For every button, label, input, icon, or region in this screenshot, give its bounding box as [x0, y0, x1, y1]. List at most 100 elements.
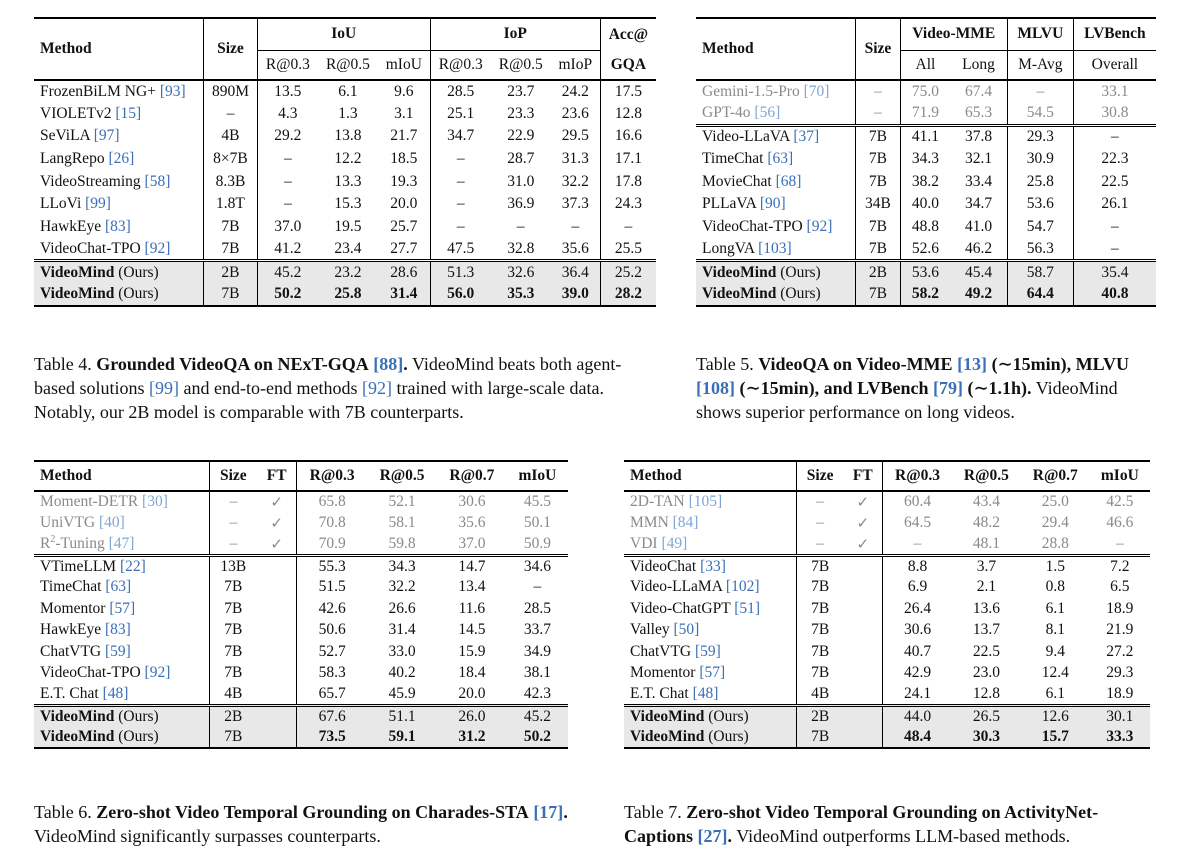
method-cell: TimeChat [63]: [34, 576, 210, 599]
citation-link[interactable]: [30]: [142, 493, 168, 511]
citation-link[interactable]: [15]: [115, 104, 142, 122]
col-method: Method: [624, 461, 797, 491]
citation-link[interactable]: [70]: [803, 82, 830, 100]
value-cell: 33.0: [388, 642, 416, 660]
value-cell: 17.1: [614, 150, 642, 168]
citation-link[interactable]: [50]: [673, 621, 700, 639]
table-row: Moment-DETR [30] – ✓ 65.8 52.1 30.6 45.5: [34, 491, 568, 513]
method-name: E.T. Chat: [40, 684, 99, 702]
citation-link[interactable]: [58]: [144, 172, 171, 190]
value-cell: 11.6: [458, 599, 486, 617]
method-suffix: (Ours): [780, 263, 821, 281]
ours-row: VideoMind (Ours) 7B 73.5 59.1 31.2 50.2: [34, 726, 568, 749]
citation-link[interactable]: [103]: [758, 239, 792, 257]
table-row: E.T. Chat [48] 4B 24.1 12.8 6.1 18.9: [624, 683, 1150, 706]
citation-link[interactable]: [57]: [699, 664, 726, 682]
citation-link[interactable]: [22]: [119, 557, 146, 575]
citation-link[interactable]: [97]: [93, 127, 120, 145]
value-cell: 23.0: [972, 664, 1000, 682]
ft-check-icon: [257, 576, 298, 599]
table-5-grid: Method Size Video-MME MLVU LVBench All L…: [696, 17, 1156, 307]
citation-link[interactable]: [83]: [105, 621, 131, 639]
value-cell: 30.1: [1089, 705, 1150, 727]
method-name: VIOLETv2: [40, 104, 112, 122]
method-name: TimeChat: [40, 578, 102, 596]
citation-link[interactable]: [56]: [754, 104, 781, 122]
ft-check-icon: [843, 598, 884, 620]
col-overall: Overall: [1091, 55, 1139, 73]
method-cell: GPT-4o [56]: [696, 102, 857, 126]
value-cell: 8.8: [907, 557, 928, 575]
citation-link[interactable]: [92]: [806, 217, 833, 235]
citation-link[interactable]: [63]: [105, 578, 132, 596]
value-cell: 64.5: [903, 514, 932, 532]
value-cell: 14.5: [458, 621, 486, 639]
value-cell: –: [456, 172, 465, 190]
value-cell: 24.1: [903, 684, 932, 702]
value-cell: 41.1: [911, 128, 939, 146]
table-4-grid: Method Size IoU IoP Acc@ R@0.3 R@0.5 mIo…: [34, 17, 656, 307]
method-cell: VDI [49]: [624, 533, 797, 556]
value-cell: 25.8: [317, 283, 378, 306]
citation-link[interactable]: [90]: [759, 195, 786, 213]
citation-link[interactable]: [93]: [159, 82, 186, 100]
method-name: 2D-TAN: [630, 493, 685, 511]
value-cell: –: [283, 195, 292, 213]
col-method: Method: [696, 18, 857, 80]
citation-link[interactable]: [99]: [85, 195, 111, 213]
size-cell: –: [816, 514, 824, 532]
ft-check-icon: ✓: [843, 533, 884, 556]
method-name: FrozenBiLM NG+: [40, 82, 156, 100]
citation-link[interactable]: [102]: [725, 578, 760, 596]
method-cell: VideoChat-TPO [92]: [34, 238, 205, 261]
citation-link[interactable]: [68]: [775, 172, 802, 190]
size-cell: 4B: [203, 125, 258, 148]
value-cell: 34.7: [950, 192, 1008, 216]
citation-link[interactable]: [51]: [734, 599, 761, 617]
method-name: LangRepo: [40, 150, 105, 168]
value-cell: 29.5: [550, 125, 601, 148]
value-cell: 6.1: [338, 82, 358, 100]
value-cell: 45.2: [506, 705, 568, 727]
value-cell: 50.2: [257, 283, 318, 306]
citation-link[interactable]: [47]: [108, 534, 135, 552]
ft-check-icon: [257, 705, 298, 727]
value-cell: –: [550, 215, 601, 239]
citation-link[interactable]: [48]: [102, 684, 129, 702]
method-name-rest: -Tuning: [55, 534, 105, 552]
value-cell: –: [624, 217, 633, 235]
citation-link[interactable]: [49]: [661, 534, 688, 552]
value-cell: 53.6: [900, 260, 951, 284]
col-acc: Acc@: [608, 25, 649, 43]
value-cell: 40.7: [903, 642, 932, 660]
value-cell: 50.6: [318, 621, 346, 639]
value-cell: 19.5: [334, 217, 362, 235]
value-cell: 30.3: [952, 726, 1021, 749]
size-cell: –: [229, 534, 238, 552]
citation-link[interactable]: [57]: [109, 599, 136, 617]
citation-link[interactable]: [59]: [695, 642, 721, 660]
size-cell: 7B: [224, 621, 243, 639]
citation-link[interactable]: [59]: [105, 642, 131, 660]
citation-link[interactable]: [92]: [144, 239, 171, 257]
method-suffix: (Ours): [118, 263, 159, 281]
value-cell: 38.1: [523, 664, 551, 682]
citation-link[interactable]: [26]: [108, 150, 135, 168]
value-cell: 28.7: [507, 150, 535, 168]
citation-link[interactable]: [83]: [105, 217, 131, 235]
citation-link[interactable]: [40]: [98, 514, 125, 532]
size-cell: 2B: [855, 260, 901, 284]
citation-link[interactable]: [84]: [672, 514, 699, 532]
citation-link[interactable]: [37]: [793, 128, 820, 146]
value-cell: 50.1: [523, 514, 551, 532]
citation-link[interactable]: [63]: [767, 150, 794, 168]
citation-link[interactable]: [92]: [144, 664, 171, 682]
citation-link[interactable]: [105]: [688, 493, 723, 511]
citation-link[interactable]: [33]: [700, 557, 726, 575]
value-cell: 35.6: [550, 238, 601, 261]
value-cell: 58.1: [388, 514, 416, 532]
table-row: Valley [50] 7B 30.6 13.7 8.1 21.9: [624, 619, 1150, 641]
size-cell: 7B: [796, 726, 844, 749]
citation-link[interactable]: [48]: [692, 684, 719, 702]
table-row: LLoVi [99] 1.8T –15.3 20.0–36.9 37.3 24.3: [34, 192, 656, 216]
